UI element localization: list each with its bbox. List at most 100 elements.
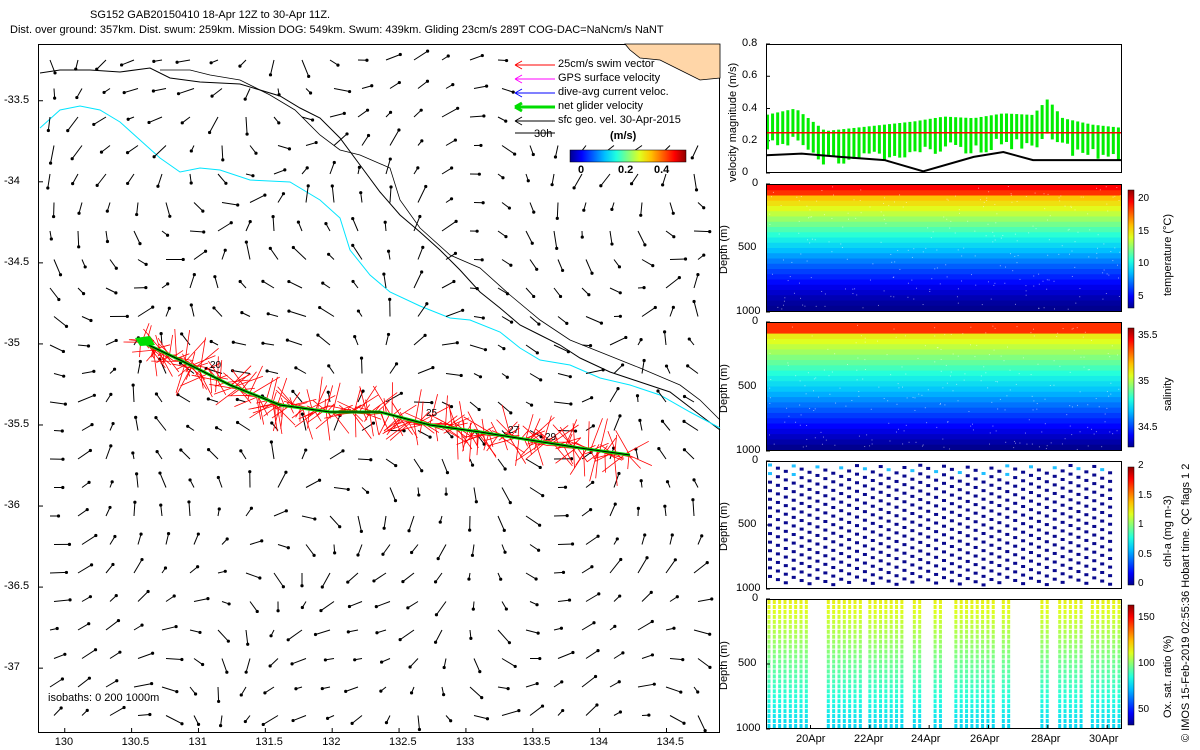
geo-velocity-arrowhead [445, 471, 450, 475]
geo-velocity-arrowhead [692, 478, 696, 482]
chl-sample [1021, 530, 1026, 534]
chl-sample [799, 570, 804, 574]
oxygen-sample [895, 604, 899, 609]
chl-sample [839, 517, 844, 521]
chl-sample [768, 540, 772, 544]
geo-velocity-arrowhead [477, 172, 481, 176]
oxygen-sample [1058, 639, 1062, 644]
chl-sample [878, 473, 883, 477]
heatmap-dot [906, 397, 908, 399]
geo-velocity-arrow [407, 601, 419, 609]
oxygen-sample [1058, 609, 1062, 614]
oxygen-sample [868, 699, 872, 704]
geo-velocity-arrowhead [62, 374, 66, 378]
chl-sample [1021, 547, 1026, 551]
oxygen-sample [778, 649, 782, 654]
oxygen-sample [1079, 619, 1083, 624]
geo-velocity-arrowhead [324, 222, 328, 226]
chl-sample [775, 578, 780, 582]
heatmap-dot [869, 279, 871, 281]
geo-velocity-arrowhead [55, 626, 59, 631]
oxygen-sample [804, 719, 808, 724]
geo-velocity-arrow [77, 677, 90, 688]
chl-sample [1044, 514, 1049, 518]
swim-vector [302, 408, 313, 440]
geo-velocity-arrowhead [661, 183, 665, 187]
chl-sample [855, 481, 859, 485]
geo-velocity-arrow [693, 274, 699, 289]
geo-velocity-arrowhead [277, 93, 281, 97]
heatmap-dot [999, 265, 1001, 267]
heatmap-band [767, 227, 1121, 233]
geo-velocity-arrow [287, 339, 303, 346]
oxygen-sample [938, 619, 942, 624]
chl-sample [1084, 470, 1089, 474]
swim-vector [418, 411, 430, 423]
heatmap-dot [975, 284, 977, 286]
geo-velocity-arrowhead [589, 508, 593, 512]
chl-sample [886, 579, 891, 583]
heatmap-dot [944, 334, 946, 336]
geo-velocity-arrow [245, 221, 251, 232]
oxygen-sample [1112, 634, 1116, 639]
legend-item-net: net glider velocity [558, 100, 643, 112]
geo-velocity-arrowhead [172, 594, 176, 598]
oxygen-sample [772, 669, 776, 674]
oxygen-sample [1096, 634, 1100, 639]
chl-sample [1013, 578, 1018, 582]
oxygen-sample [1079, 699, 1083, 704]
geo-velocity-arrow [693, 301, 699, 317]
oxygen-sample [1001, 600, 1005, 604]
chl-sample [1013, 510, 1018, 514]
oxygen-sample [778, 694, 782, 699]
heatmap-dot [1004, 282, 1006, 284]
chl-sample [1092, 559, 1097, 563]
geo-velocity-arrow [137, 713, 150, 716]
oxygen-sample [873, 659, 877, 664]
heatmap-dot [1024, 432, 1026, 434]
oxygen-sample [1096, 719, 1100, 724]
oxygen-sample [853, 699, 857, 704]
geo-velocity-arrow [553, 401, 571, 405]
chl-sample [791, 473, 796, 477]
oxygen-sample [788, 649, 792, 654]
oxygen-sample [1101, 649, 1105, 654]
chl-sample [981, 574, 986, 578]
oxygen-sample [954, 619, 958, 624]
geo-velocity-arrow [585, 650, 599, 659]
chl-sample [886, 493, 891, 497]
geo-velocity-arrowhead [61, 457, 65, 461]
oxygen-sample [991, 659, 995, 664]
heatmap-dot [791, 326, 793, 328]
chl-sample [1005, 550, 1010, 554]
colorbar-tick-label: 10 [1138, 258, 1150, 270]
heatmap-dot [897, 428, 899, 430]
chl-sample [823, 528, 828, 532]
chl-sample [1060, 495, 1065, 499]
time-tick: 20Apr [796, 733, 826, 745]
oxygen-sample [1007, 624, 1011, 629]
chl-sample [1044, 540, 1049, 544]
oxygen-sample [1058, 644, 1062, 649]
oxygen-sample [970, 699, 974, 704]
swim-vector [231, 365, 252, 386]
heatmap-dot [1038, 446, 1040, 448]
oxygen-sample [1007, 719, 1011, 724]
geo-velocity-arrow [581, 509, 591, 517]
geo-velocity-arrow [181, 116, 191, 124]
heatmap-dot [860, 212, 862, 214]
chl-sample [1029, 516, 1033, 520]
geo-velocity-arrowhead [125, 151, 130, 155]
geo-velocity-arrowhead [682, 721, 686, 725]
oxygen-sample [1096, 684, 1100, 689]
oxygen-sample [778, 624, 782, 629]
chl-sample [910, 486, 915, 490]
oxygen-sample [1068, 704, 1072, 709]
oxygen-sample [1112, 604, 1116, 609]
oxygen-sample [1096, 674, 1100, 679]
chl-sample [775, 500, 780, 504]
heatmap-dot [851, 399, 853, 401]
chl-sample [902, 560, 907, 564]
geo-velocity-arrow [351, 715, 363, 724]
oxygen-sample [1096, 669, 1100, 674]
